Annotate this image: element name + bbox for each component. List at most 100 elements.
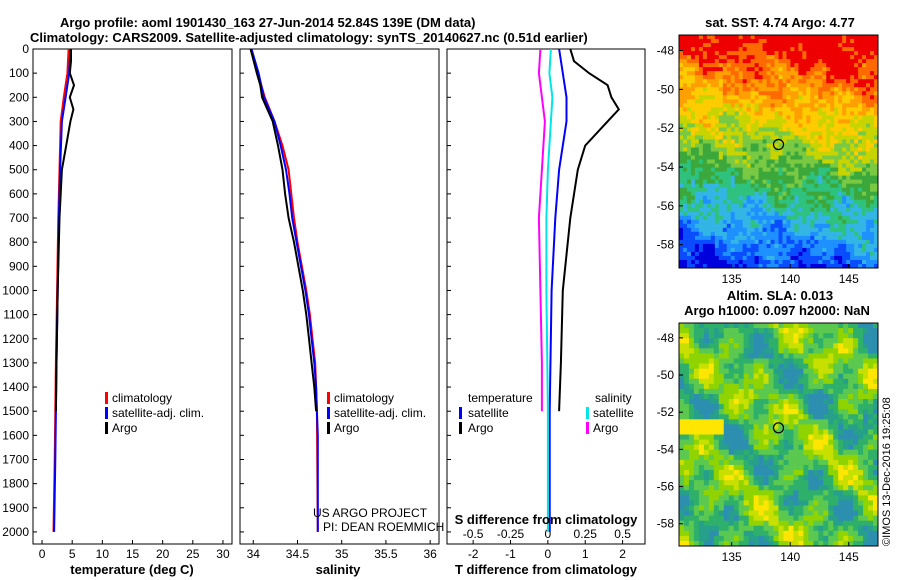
heatmap-cell bbox=[790, 99, 795, 104]
heatmap-cell bbox=[718, 419, 725, 425]
heatmap-cell bbox=[682, 195, 688, 201]
heatmap-cell bbox=[858, 55, 863, 60]
heatmap-cell bbox=[706, 135, 712, 140]
heatmap-cell bbox=[703, 434, 710, 440]
heatmap-cell bbox=[802, 255, 807, 261]
heatmap-cell bbox=[728, 404, 735, 410]
heatmap-cell bbox=[830, 179, 835, 185]
heatmap-cell bbox=[758, 353, 764, 359]
heatmap-cell bbox=[726, 223, 732, 229]
heatmap-cell bbox=[850, 155, 855, 160]
heatmap-cell bbox=[846, 187, 851, 193]
heatmap-cell bbox=[768, 459, 774, 466]
heatmap-cell bbox=[862, 251, 867, 257]
heatmap-cell bbox=[803, 333, 809, 339]
heatmap-cell bbox=[718, 495, 725, 501]
heatmap-cell bbox=[874, 255, 879, 261]
heatmap-cell bbox=[822, 243, 827, 249]
heatmap-cell bbox=[768, 363, 774, 370]
heatmap-cell bbox=[778, 530, 784, 537]
heatmap-cell bbox=[838, 163, 843, 168]
heatmap-cell bbox=[766, 199, 771, 205]
heatmap-cell bbox=[822, 167, 827, 172]
heatmap-cell bbox=[746, 195, 752, 201]
heatmap-cell bbox=[782, 223, 787, 229]
heatmap-cell bbox=[743, 399, 750, 405]
heatmap-cell bbox=[810, 143, 815, 148]
heatmap-cell bbox=[863, 388, 869, 395]
heatmap-cell bbox=[730, 111, 736, 116]
heatmap-cell bbox=[750, 227, 756, 233]
heatmap-cell bbox=[818, 123, 823, 128]
heatmap-cell bbox=[843, 353, 849, 359]
heatmap-cell bbox=[702, 139, 708, 144]
heatmap-cell bbox=[783, 368, 789, 375]
heatmap-cell bbox=[770, 103, 775, 108]
lon-tick-label: 140 bbox=[780, 550, 800, 564]
heatmap-cell bbox=[686, 39, 692, 44]
heatmap-cell bbox=[694, 155, 700, 160]
heatmap-cell bbox=[846, 119, 851, 124]
heatmap-cell bbox=[870, 51, 875, 56]
heatmap-cell bbox=[848, 495, 854, 501]
heatmap-cell bbox=[858, 211, 863, 217]
depth-tick-label: 1700 bbox=[2, 452, 29, 466]
heatmap-cell bbox=[848, 490, 854, 496]
heatmap-cell bbox=[830, 187, 835, 193]
heatmap-cell bbox=[834, 111, 839, 116]
heatmap-cell bbox=[846, 183, 851, 189]
heatmap-cell bbox=[698, 424, 705, 430]
heatmap-cell bbox=[834, 143, 839, 148]
heatmap-cell bbox=[850, 127, 855, 132]
heatmap-cell bbox=[813, 449, 819, 456]
heatmap-cell bbox=[688, 424, 695, 430]
heatmap-cell bbox=[873, 500, 879, 506]
heatmap-cell bbox=[723, 469, 730, 476]
heatmap-cell bbox=[858, 239, 863, 245]
heatmap-cell bbox=[814, 167, 819, 172]
heatmap-cell bbox=[750, 183, 756, 189]
heatmap-cell bbox=[810, 227, 815, 233]
heatmap-cell bbox=[874, 99, 879, 104]
heatmap-cell bbox=[679, 75, 684, 80]
heatmap-cell bbox=[679, 79, 684, 84]
heatmap-cell bbox=[813, 540, 819, 547]
heatmap-cell bbox=[698, 348, 705, 354]
heatmap-cell bbox=[754, 187, 759, 193]
heatmap-cell bbox=[748, 459, 755, 466]
heatmap-cell bbox=[854, 71, 859, 76]
heatmap-cell bbox=[818, 219, 823, 225]
depth-tick-labels: 0100200300400500600700800900100011001200… bbox=[2, 42, 451, 539]
heatmap-cell bbox=[814, 63, 819, 68]
heatmap-cell bbox=[683, 328, 690, 334]
heatmap-cell bbox=[823, 495, 829, 501]
heatmap-cell bbox=[718, 388, 725, 395]
sst-map-frame bbox=[678, 34, 879, 269]
heatmap-cell bbox=[858, 399, 864, 405]
heatmap-cell bbox=[708, 399, 715, 405]
heatmap-cell bbox=[808, 343, 814, 349]
heatmap-cell bbox=[748, 368, 755, 375]
heatmap-cell bbox=[798, 243, 803, 249]
heatmap-cell bbox=[854, 159, 859, 164]
heatmap-cell bbox=[830, 55, 835, 60]
depth-tick-label: 900 bbox=[9, 259, 29, 273]
heatmap-cell bbox=[828, 520, 834, 527]
heatmap-cell bbox=[738, 51, 744, 56]
heatmap-cell bbox=[758, 39, 763, 44]
heatmap-cell bbox=[808, 540, 814, 547]
heatmap-cell bbox=[774, 163, 779, 168]
heatmap-cell bbox=[682, 155, 688, 160]
sla-map-title: Altim. SLA: 0.013 bbox=[727, 288, 833, 303]
heatmap-cell bbox=[768, 404, 774, 410]
heatmap-cell bbox=[833, 515, 839, 522]
heatmap-cell bbox=[870, 163, 875, 168]
heatmap-cell bbox=[753, 419, 760, 425]
heatmap-cell bbox=[690, 75, 696, 80]
heatmap-cell bbox=[833, 490, 839, 496]
heatmap-cell bbox=[718, 223, 724, 229]
heatmap-cell bbox=[868, 464, 874, 471]
heatmap-cell bbox=[798, 127, 803, 132]
heatmap-cell bbox=[862, 259, 867, 265]
heatmap-cell bbox=[870, 39, 875, 44]
